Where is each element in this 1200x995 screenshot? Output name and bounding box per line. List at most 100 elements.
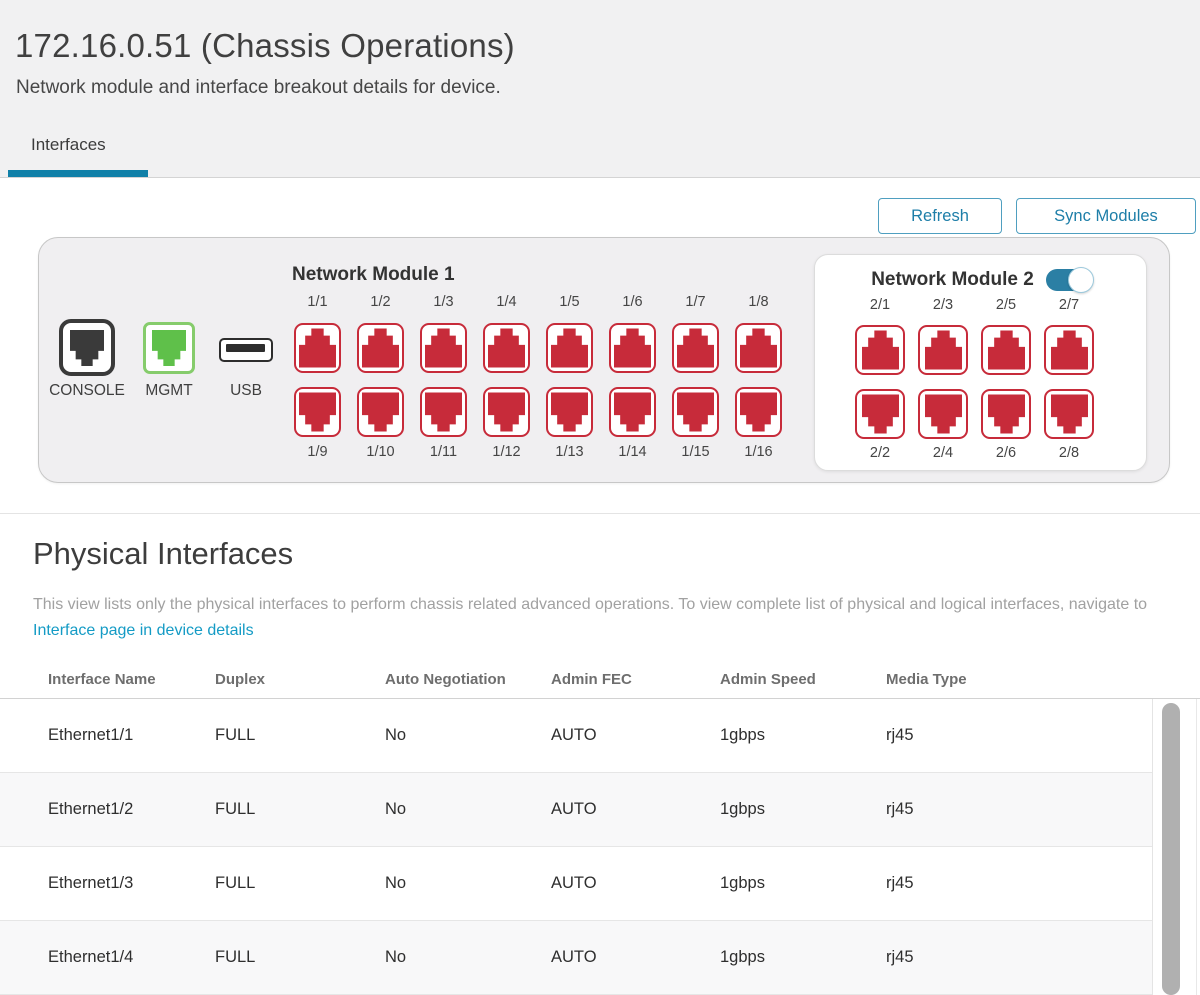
cell-duplex: FULL (215, 726, 256, 744)
port-1/6[interactable] (609, 323, 656, 373)
port-2/1[interactable] (855, 325, 905, 375)
port-1/10[interactable] (357, 387, 404, 437)
refresh-button[interactable]: Refresh (878, 198, 1002, 234)
port-2/6[interactable] (981, 389, 1031, 439)
module1-bottom-ports (294, 387, 782, 437)
page-title: 172.16.0.51 (Chassis Operations) (15, 27, 515, 64)
sync-modules-button[interactable]: Sync Modules (1016, 198, 1196, 234)
port-2/7[interactable] (1044, 325, 1094, 375)
port-label-2/1: 2/1 (869, 297, 891, 313)
column-duplex: Duplex (215, 670, 266, 688)
port-1/13[interactable] (546, 387, 593, 437)
tab-interfaces[interactable]: Interfaces (8, 131, 148, 177)
cell-media-type: rj45 (886, 726, 914, 744)
port-label-1/13: 1/13 (555, 444, 584, 460)
console-port-label: CONSOLE (49, 382, 125, 399)
port-2/3[interactable] (918, 325, 968, 375)
port-1/7[interactable] (672, 323, 719, 373)
usb-port-icon (219, 338, 273, 362)
cell-admin-speed: 1gbps (720, 948, 765, 966)
rj45-port-icon (425, 392, 462, 432)
cell-auto-negotiation: No (385, 874, 407, 892)
interface-row-Ethernet1/2: Ethernet1/2 FULL No AUTO 1gbps rj45 (0, 773, 1152, 847)
cell-admin-speed: 1gbps (720, 800, 765, 818)
rj45-port-icon (924, 394, 962, 434)
module2-bottom-port-labels: 2/2 2/4 2/6 2/8 (855, 445, 1094, 461)
port-2/5[interactable] (981, 325, 1031, 375)
port-label-2/3: 2/3 (932, 297, 954, 313)
port-1/2[interactable] (357, 323, 404, 373)
cell-auto-negotiation: No (385, 726, 407, 744)
port-label-2/4: 2/4 (932, 445, 954, 461)
rj45-port-icon (362, 392, 399, 432)
port-2/8[interactable] (1044, 389, 1094, 439)
rj45-port-icon (551, 392, 588, 432)
module1-bottom-port-labels: 1/9 1/10 1/11 1/12 1/13 1/14 1/15 1/16 (294, 444, 782, 460)
rj45-port-icon (987, 330, 1025, 370)
table-scrollbar-thumb[interactable] (1162, 703, 1180, 995)
physical-interfaces-description: This view lists only the physical interf… (33, 592, 1158, 644)
interface-page-link[interactable]: Interface page in device details (33, 622, 254, 639)
rj45-port-icon (614, 328, 651, 368)
cell-media-type: rj45 (886, 800, 914, 818)
cell-name: Ethernet1/1 (48, 726, 134, 744)
column-admin-speed: Admin Speed (720, 670, 816, 688)
interface-row-Ethernet1/3: Ethernet1/3 FULL No AUTO 1gbps rj45 (0, 847, 1152, 921)
toggle-knob-icon (1067, 267, 1094, 293)
page-header: 172.16.0.51 (Chassis Operations) Network… (0, 0, 1200, 178)
port-label-1/9: 1/9 (307, 444, 328, 460)
cell-admin-fec: AUTO (551, 874, 597, 892)
column-auto-negotiation: Auto Negotiation (385, 670, 506, 688)
rj45-port-icon (488, 328, 525, 368)
port-label-1/5: 1/5 (559, 294, 580, 310)
cell-admin-fec: AUTO (551, 800, 597, 818)
rj45-port-icon (861, 394, 899, 434)
mgmt-port-icon (143, 322, 195, 374)
page-subtitle: Network module and interface breakout de… (16, 77, 501, 98)
rj45-port-icon (551, 328, 588, 368)
module2-top-ports (855, 325, 1094, 375)
description-text: This view lists only the physical interf… (33, 596, 1148, 613)
port-2/4[interactable] (918, 389, 968, 439)
interface-row-Ethernet1/4: Ethernet1/4 FULL No AUTO 1gbps rj45 (0, 921, 1152, 995)
network-module-2-title: Network Module 2 (871, 269, 1034, 290)
port-label-2/5: 2/5 (995, 297, 1017, 313)
port-1/5[interactable] (546, 323, 593, 373)
rj45-port-icon (987, 394, 1025, 434)
port-1/4[interactable] (483, 323, 530, 373)
port-label-2/6: 2/6 (995, 445, 1017, 461)
module2-bottom-ports (855, 389, 1094, 439)
port-1/11[interactable] (420, 387, 467, 437)
port-1/9[interactable] (294, 387, 341, 437)
tab-active-indicator (8, 170, 148, 177)
column-admin-fec: Admin FEC (551, 670, 632, 688)
rj45-port-icon (299, 328, 336, 368)
usb-connector-bar (226, 344, 265, 352)
cell-auto-negotiation: No (385, 800, 407, 818)
port-1/16[interactable] (735, 387, 782, 437)
column-media-type: Media Type (886, 670, 967, 688)
port-label-2/7: 2/7 (1058, 297, 1080, 313)
module1-top-ports (294, 323, 782, 373)
port-label-2/8: 2/8 (1058, 445, 1080, 461)
cell-admin-fec: AUTO (551, 948, 597, 966)
interface-row-Ethernet1/1: Ethernet1/1 FULL No AUTO 1gbps rj45 (0, 699, 1152, 773)
network-module-2-toggle[interactable] (1045, 267, 1094, 293)
port-2/2[interactable] (855, 389, 905, 439)
rj45-port-icon (488, 392, 525, 432)
console-port-icon (59, 319, 115, 376)
port-label-1/10: 1/10 (366, 444, 395, 460)
port-label-1/7: 1/7 (685, 294, 706, 310)
rj45-port-icon (677, 328, 714, 368)
port-label-1/2: 1/2 (370, 294, 391, 310)
physical-interfaces-heading: Physical Interfaces (33, 536, 294, 571)
port-1/12[interactable] (483, 387, 530, 437)
port-label-1/3: 1/3 (433, 294, 454, 310)
port-1/14[interactable] (609, 387, 656, 437)
port-1/1[interactable] (294, 323, 341, 373)
port-1/15[interactable] (672, 387, 719, 437)
port-1/8[interactable] (735, 323, 782, 373)
port-1/3[interactable] (420, 323, 467, 373)
rj45-port-icon (740, 328, 777, 368)
